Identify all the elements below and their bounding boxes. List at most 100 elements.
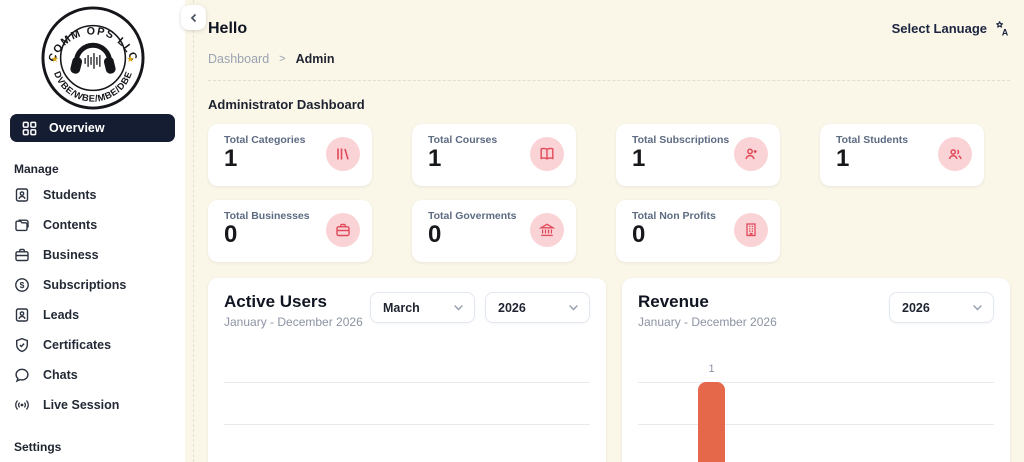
stat-card-total-students: Total Students 1 (820, 124, 984, 186)
building-icon (734, 213, 768, 247)
sidebar-item-chats[interactable]: Chats (0, 360, 185, 390)
sidebar-section-settings: Settings (14, 440, 62, 454)
shield-check-icon (14, 337, 30, 353)
gridline (638, 424, 994, 425)
stat-value: 1 (836, 145, 850, 172)
library-icon (326, 137, 360, 171)
active-users-title: Active Users (224, 292, 328, 311)
user-plus-icon (734, 137, 768, 171)
revenue-bar-data-label: 1 (708, 363, 715, 375)
active-users-panel: Active Users January - December 2026 Mar… (208, 278, 606, 462)
year-select[interactable]: 2026 (485, 292, 590, 323)
stat-label: Total Students (836, 134, 909, 146)
main-content: Hello Select Lanuage A Dashboard > Admin… (181, 0, 1024, 462)
svg-text:A: A (1002, 27, 1009, 37)
revenue-year-select[interactable]: 2026 (889, 292, 994, 323)
stat-value: 1 (632, 145, 646, 172)
overview-grid-icon (22, 121, 37, 136)
stat-label: Total Goverments (428, 210, 517, 222)
select-language-button[interactable]: Select Lanuage A (892, 20, 1010, 37)
logo-star-left: ★ (50, 54, 58, 64)
revenue-panel: Revenue January - December 2026 2026 1 (622, 278, 1010, 462)
sidebar-item-label: Business (43, 248, 99, 262)
sidebar-item-label: Chats (43, 368, 78, 382)
sidebar-item-overview[interactable]: Overview (10, 114, 175, 142)
header-divider (208, 80, 1010, 81)
sidebar-item-label: Live Session (43, 398, 120, 412)
sidebar-item-label: Leads (43, 308, 80, 322)
comm-ops-logo: COMM OPS LLC DVBE/WBE/MBE/DBE ★ ★ (40, 6, 145, 110)
chevron-down-icon (972, 302, 983, 313)
stat-card-total-goverments: Total Goverments 0 (412, 200, 576, 262)
logo-star-right: ★ (126, 54, 134, 64)
chevron-down-icon (453, 302, 464, 313)
stat-card-total-subscriptions: Total Subscriptions 1 (616, 124, 780, 186)
chat-bubble-icon (14, 367, 30, 383)
dollar-circle-icon: $ (14, 277, 30, 293)
stats-grid: Total Categories 1 Total Courses 1 Total… (208, 124, 1010, 262)
chevron-left-icon (190, 13, 196, 22)
revenue-title: Revenue (638, 292, 709, 311)
active-users-chart (224, 357, 590, 462)
stat-card-total-categories: Total Categories 1 (208, 124, 372, 186)
sidebar-item-label: Contents (43, 218, 98, 232)
page-greeting: Hello (208, 20, 248, 37)
sidebar-item-label: Overview (49, 121, 105, 135)
stat-value: 1 (224, 145, 238, 172)
briefcase-icon (326, 213, 360, 247)
breadcrumb: Dashboard > Admin (208, 52, 1010, 66)
bank-icon (530, 213, 564, 247)
month-select[interactable]: March (370, 292, 475, 323)
sidebar-item-label: Students (43, 188, 97, 202)
id-badge-icon (14, 187, 30, 203)
sidebar-item-business[interactable]: Business (0, 240, 185, 270)
briefcase-icon (14, 247, 30, 263)
breadcrumb-separator-icon: > (279, 53, 286, 65)
sidebar-section-manage: Manage (14, 162, 59, 176)
stat-value: 0 (428, 221, 442, 248)
logo: COMM OPS LLC DVBE/WBE/MBE/DBE ★ ★ (0, 0, 185, 110)
stat-card-total-non-profits: Total Non Profits 0 (616, 200, 780, 262)
stat-card-total-courses: Total Courses 1 (412, 124, 576, 186)
broadcast-icon (14, 397, 30, 413)
revenue-bar[interactable] (698, 382, 725, 462)
id-badge-icon (14, 307, 30, 323)
breadcrumb-admin: Admin (295, 52, 335, 66)
stat-value: 1 (428, 145, 442, 172)
sidebar-item-leads[interactable]: Leads (0, 300, 185, 330)
gridline (224, 424, 590, 425)
gridline (224, 382, 590, 383)
book-open-icon (530, 137, 564, 171)
section-title: Administrator Dashboard (208, 97, 365, 112)
select-language-label: Select Lanuage (891, 21, 987, 36)
month-select-value: March (383, 300, 420, 315)
users-icon (938, 137, 972, 171)
sidebar-item-account[interactable]: Account (0, 458, 185, 462)
sidebar-item-contents[interactable]: Contents (0, 210, 185, 240)
gridline (638, 382, 994, 383)
stat-label: Total Courses (428, 134, 498, 146)
sidebar-item-label: Certificates (43, 338, 112, 352)
year-select-value: 2026 (498, 300, 526, 315)
revenue-year-select-value: 2026 (902, 300, 930, 315)
revenue-chart: 1 (638, 357, 994, 462)
sidebar-item-subscriptions[interactable]: $ Subscriptions (0, 270, 185, 300)
stat-value: 0 (632, 221, 646, 248)
sidebar-item-students[interactable]: Students (0, 180, 185, 210)
stat-label: Total Businesses (224, 210, 310, 222)
svg-text:$: $ (20, 280, 25, 290)
active-users-subtitle: January - December 2026 (224, 315, 363, 329)
sidebar-collapse-button[interactable] (181, 5, 206, 30)
stat-label: Total Non Profits (632, 210, 716, 222)
sidebar-item-live-session[interactable]: Live Session (0, 390, 185, 420)
revenue-subtitle: January - December 2026 (638, 315, 777, 329)
sidebar-item-label: Subscriptions (43, 278, 127, 292)
headphones-icon (69, 42, 116, 74)
breadcrumb-dashboard[interactable]: Dashboard (208, 52, 270, 66)
translate-icon: A (996, 21, 1009, 37)
stat-value: 0 (224, 221, 238, 248)
stat-card-total-businesses: Total Businesses 0 (208, 200, 372, 262)
sidebar-item-certificates[interactable]: Certificates (0, 330, 185, 360)
stat-label: Total Subscriptions (632, 134, 730, 146)
stat-label: Total Categories (224, 134, 306, 146)
